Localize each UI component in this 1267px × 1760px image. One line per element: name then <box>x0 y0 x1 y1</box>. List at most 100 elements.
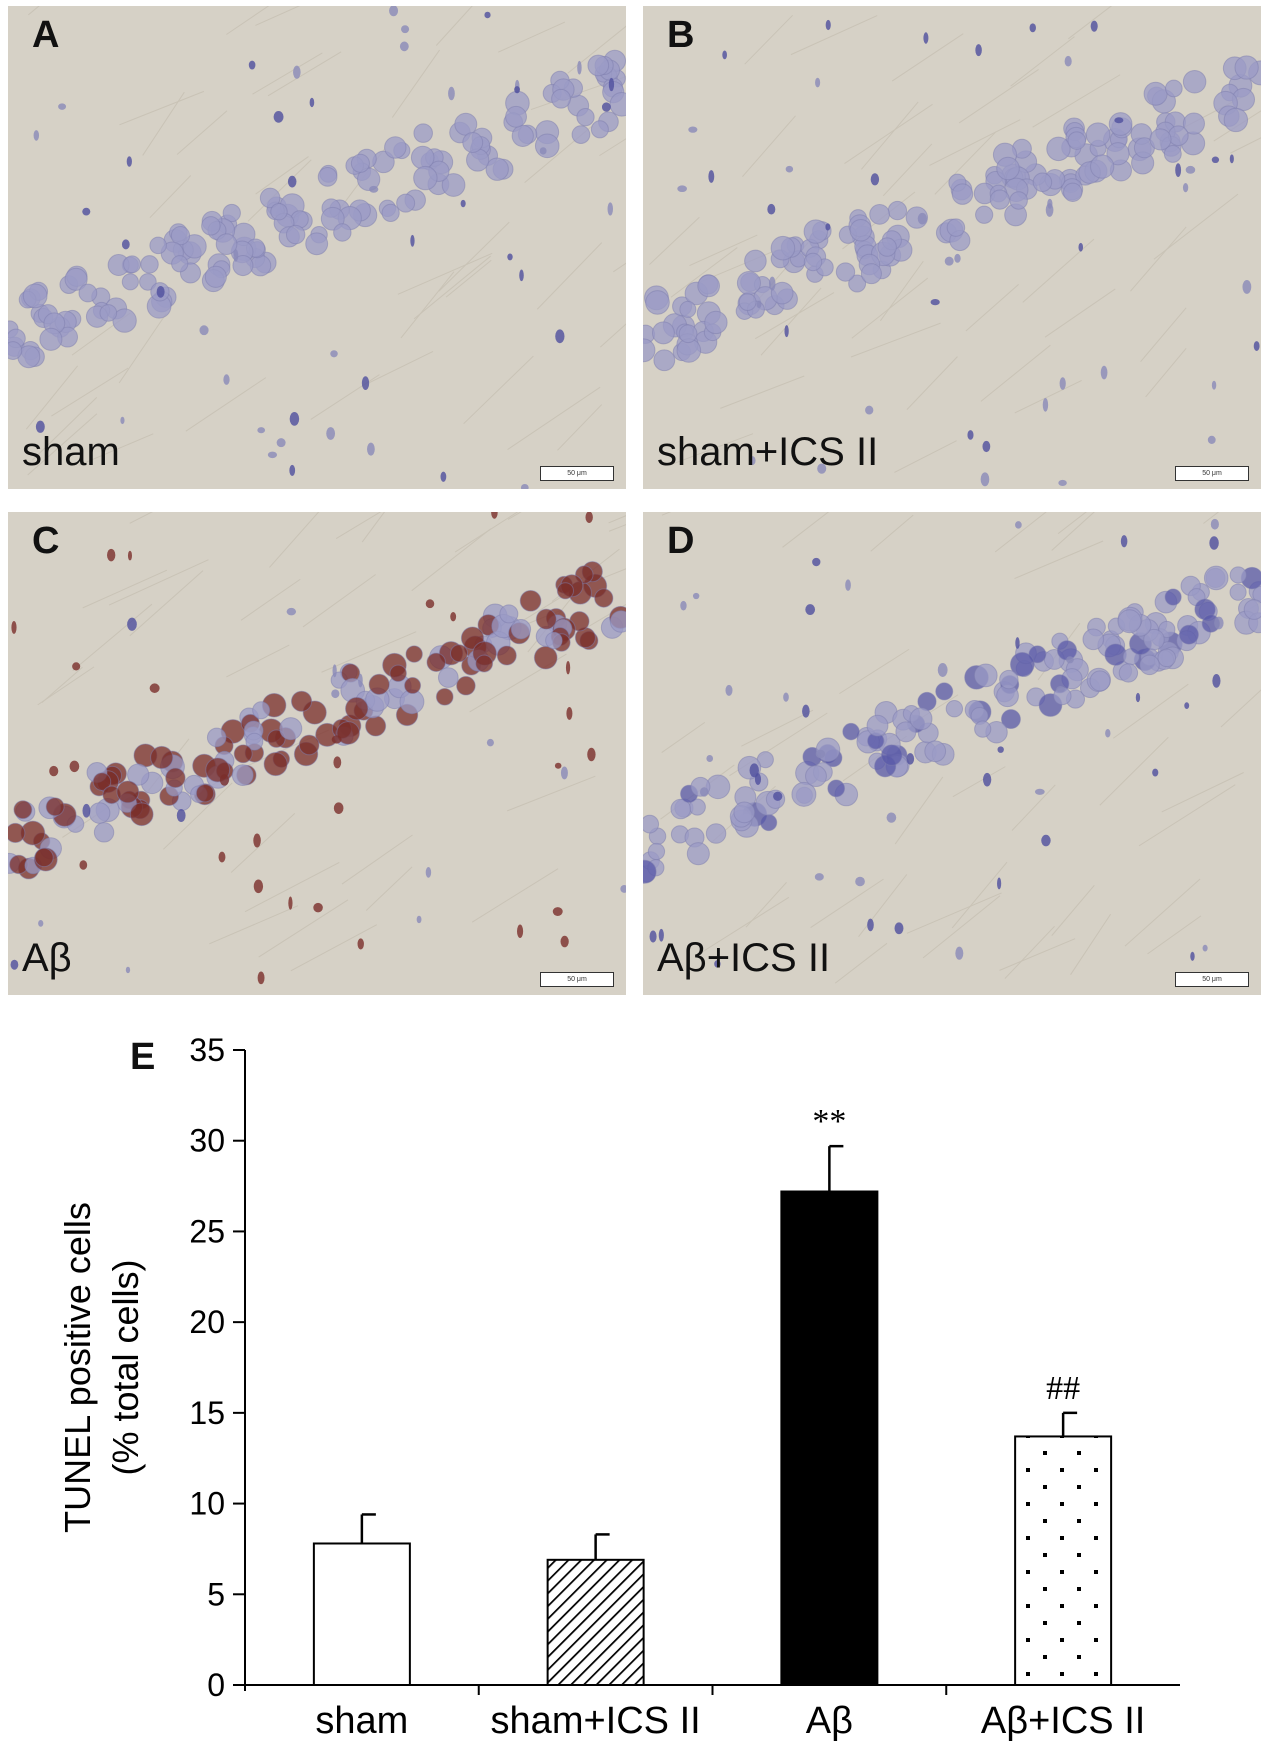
cell-nucleus <box>381 203 400 223</box>
glial-cell <box>517 924 524 939</box>
glial-cell <box>1253 341 1260 352</box>
cell-nucleus <box>1243 599 1261 620</box>
fibre <box>613 262 626 273</box>
cell-nucleus <box>201 216 221 236</box>
cell-nucleus <box>252 701 271 720</box>
glial-cell <box>886 812 897 823</box>
fibre <box>754 292 835 340</box>
glial-cell <box>714 960 721 968</box>
cell-nucleus <box>150 745 174 770</box>
cell-nucleus <box>270 202 288 221</box>
fibre <box>1124 878 1201 947</box>
cell-nucleus <box>1106 142 1130 166</box>
fibre <box>411 528 492 592</box>
fibre <box>1130 226 1187 292</box>
cell-nucleus <box>946 218 966 237</box>
fibre <box>980 344 1051 402</box>
fibre <box>240 578 301 621</box>
glial-cell <box>620 885 626 893</box>
cell-nucleus <box>357 167 381 192</box>
cell-nucleus <box>396 193 416 213</box>
bar-chart: 0 5 10 15 20 25 30 35 TUNEL positive cells (% tot… <box>57 1032 1180 1742</box>
cell-nucleus <box>1143 628 1165 651</box>
fibre <box>536 242 603 310</box>
glial-cell <box>33 130 40 141</box>
glial-cell <box>1029 23 1036 33</box>
fibre <box>882 143 933 197</box>
fibre <box>906 356 958 410</box>
cell-nucleus <box>860 263 882 285</box>
glial-cell <box>817 463 827 474</box>
fibre <box>741 709 814 747</box>
glial-cell <box>440 471 447 482</box>
glial-cell <box>1175 163 1182 178</box>
glial-cell <box>176 809 186 822</box>
cell-nucleus <box>99 304 118 322</box>
cell-nucleus <box>413 123 433 143</box>
glial-cell <box>218 851 226 863</box>
panel-label: Aβ+ICS II <box>657 936 831 980</box>
cell-nucleus <box>1182 69 1207 94</box>
cell-nucleus <box>996 156 1020 181</box>
cell-nucleus <box>1149 128 1172 151</box>
cell-nucleus <box>259 187 281 209</box>
panel-letter: B <box>667 14 695 56</box>
fibre <box>952 766 1006 798</box>
cell-nucleus <box>645 290 670 315</box>
cell-nucleus <box>1182 112 1205 135</box>
fibre <box>258 899 349 958</box>
glial-cell <box>577 60 582 75</box>
fibre <box>1011 784 1056 831</box>
cell-nucleus <box>551 88 571 109</box>
cell-nucleus <box>245 732 264 751</box>
fibre <box>226 644 290 678</box>
fibre <box>958 69 1039 124</box>
cell-nucleus <box>609 610 626 633</box>
glial-cell <box>785 165 794 173</box>
glial-cell <box>812 557 821 567</box>
glial-cell <box>253 833 261 848</box>
fibre <box>269 512 320 568</box>
fibre <box>1138 784 1236 847</box>
glial-cell <box>867 918 874 932</box>
glial-cell <box>997 746 1004 753</box>
glial-cell <box>120 416 125 425</box>
glial-cell <box>845 579 851 591</box>
fibre <box>108 559 209 606</box>
fibre <box>361 512 386 543</box>
cell-nucleus <box>121 273 139 291</box>
glial-cell <box>754 773 762 785</box>
fibre <box>445 259 492 298</box>
fibre <box>454 512 519 553</box>
cell-nucleus <box>643 338 656 363</box>
x-tick-label: sham+ICS II <box>491 1700 701 1742</box>
fibre <box>302 574 376 628</box>
cell-nucleus <box>410 145 435 170</box>
fibre <box>244 862 340 913</box>
fibre <box>247 159 312 222</box>
bar <box>1014 1435 1113 1687</box>
glial-cell <box>127 550 132 561</box>
fibre <box>922 895 1001 959</box>
glial-cell <box>38 919 44 927</box>
cell-nucleus <box>678 324 698 344</box>
fibre <box>934 131 997 195</box>
y-tick-label: 15 <box>189 1395 225 1431</box>
glial-cell <box>649 930 657 943</box>
fibre <box>365 866 413 911</box>
cell-nucleus <box>305 232 329 256</box>
micrograph-panel-a: A sham 50 μm <box>8 6 626 489</box>
fibre <box>858 874 908 937</box>
scale-bar: 50 μm <box>540 972 614 987</box>
cell-nucleus <box>1167 125 1189 147</box>
fibre <box>1004 925 1055 979</box>
fibre <box>41 666 83 704</box>
cell-nucleus <box>462 132 484 153</box>
glial-cell <box>1015 637 1020 649</box>
glial-cell <box>769 276 776 291</box>
fibre <box>25 365 79 430</box>
fibre <box>435 6 473 46</box>
fibre <box>906 892 1002 934</box>
cell-nucleus <box>1139 654 1160 676</box>
glial-cell <box>980 472 990 487</box>
